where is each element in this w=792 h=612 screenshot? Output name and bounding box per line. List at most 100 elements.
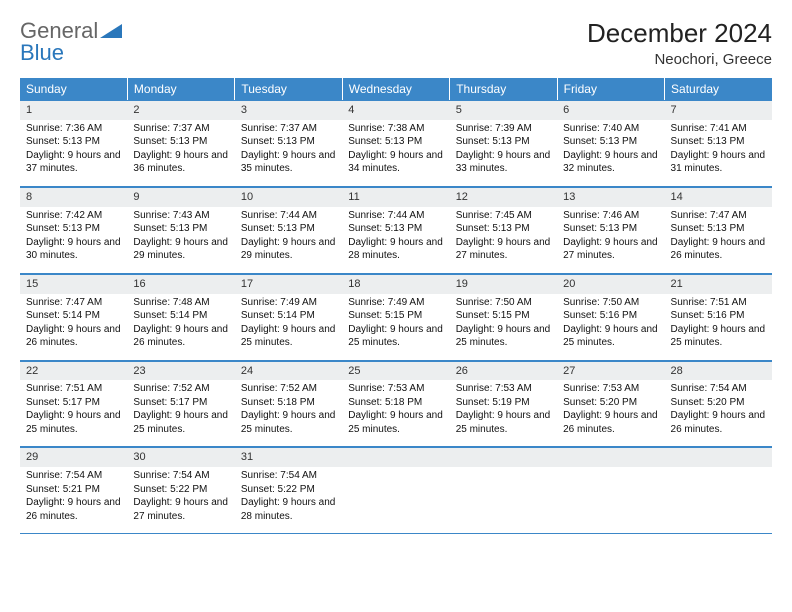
calendar-cell bbox=[557, 447, 664, 534]
sunset-line: Sunset: 5:13 PM bbox=[241, 222, 336, 236]
daylight-line: Daylight: 9 hours and 32 minutes. bbox=[563, 149, 658, 176]
sunset-line: Sunset: 5:13 PM bbox=[671, 135, 766, 149]
sunset-line: Sunset: 5:21 PM bbox=[26, 483, 121, 497]
day-body: Sunrise: 7:44 AMSunset: 5:13 PMDaylight:… bbox=[235, 207, 342, 273]
sunset-line: Sunset: 5:16 PM bbox=[671, 309, 766, 323]
sunrise-line: Sunrise: 7:53 AM bbox=[348, 382, 443, 396]
sunrise-line: Sunrise: 7:43 AM bbox=[133, 209, 228, 223]
daylight-line: Daylight: 9 hours and 29 minutes. bbox=[133, 236, 228, 263]
day-number: 3 bbox=[235, 100, 342, 120]
sunset-line: Sunset: 5:13 PM bbox=[26, 135, 121, 149]
day-body: Sunrise: 7:43 AMSunset: 5:13 PMDaylight:… bbox=[127, 207, 234, 273]
sunrise-line: Sunrise: 7:53 AM bbox=[456, 382, 551, 396]
calendar-cell: 1Sunrise: 7:36 AMSunset: 5:13 PMDaylight… bbox=[20, 100, 127, 186]
calendar-cell: 18Sunrise: 7:49 AMSunset: 5:15 PMDayligh… bbox=[342, 273, 449, 360]
logo-triangle-icon bbox=[100, 18, 122, 44]
sunrise-line: Sunrise: 7:42 AM bbox=[26, 209, 121, 223]
daylight-line: Daylight: 9 hours and 25 minutes. bbox=[456, 323, 551, 350]
sunset-line: Sunset: 5:15 PM bbox=[456, 309, 551, 323]
calendar-cell: 19 Sunrise: 7:50 AMSunset: 5:15 PMDayligh… bbox=[450, 273, 557, 360]
day-number: 17 bbox=[235, 274, 342, 294]
day-header-thursday: Thursday bbox=[450, 78, 557, 100]
day-number: 23 bbox=[127, 361, 234, 381]
day-number: 19 bbox=[450, 274, 557, 294]
header: General December 2024 Neochori, Greece bbox=[20, 18, 772, 68]
sunrise-line: Sunrise: 7:51 AM bbox=[26, 382, 121, 396]
day-number: 2 bbox=[127, 100, 234, 120]
sunrise-line: Sunrise: 7:37 AM bbox=[241, 122, 336, 136]
sunset-line: Sunset: 5:17 PM bbox=[133, 396, 228, 410]
day-body: Sunrise: 7:49 AMSunset: 5:14 PMDaylight:… bbox=[235, 294, 342, 360]
sunrise-line: Sunrise: 7:50 AM bbox=[456, 296, 551, 310]
day-body: Sunrise: 7:53 AMSunset: 5:18 PMDaylight:… bbox=[342, 380, 449, 446]
calendar-table: SundayMondayTuesdayWednesdayThursdayFrid… bbox=[20, 78, 772, 534]
day-body: Sunrise: 7:54 AMSunset: 5:22 PMDaylight:… bbox=[127, 467, 234, 533]
logo-word-blue: Blue bbox=[20, 40, 64, 66]
daylight-line: Daylight: 9 hours and 25 minutes. bbox=[241, 323, 336, 350]
day-header-saturday: Saturday bbox=[665, 78, 772, 100]
sunrise-line: Sunrise: 7:51 AM bbox=[671, 296, 766, 310]
day-number: 27 bbox=[557, 361, 664, 381]
sunrise-line: Sunrise: 7:46 AM bbox=[563, 209, 658, 223]
sunrise-line: Sunrise: 7:48 AM bbox=[133, 296, 228, 310]
calendar-cell: 7Sunrise: 7:41 AMSunset: 5:13 PMDaylight… bbox=[665, 100, 772, 186]
calendar-cell: 20Sunrise: 7:50 AMSunset: 5:16 PMDayligh… bbox=[557, 273, 664, 360]
month-title: December 2024 bbox=[587, 18, 772, 49]
sunrise-line: Sunrise: 7:49 AM bbox=[241, 296, 336, 310]
sunrise-line: Sunrise: 7:47 AM bbox=[671, 209, 766, 223]
sunset-line: Sunset: 5:18 PM bbox=[241, 396, 336, 410]
daylight-line: Daylight: 9 hours and 37 minutes. bbox=[26, 149, 121, 176]
day-body: Sunrise: 7:39 AMSunset: 5:13 PMDaylight:… bbox=[450, 120, 557, 186]
daylight-line: Daylight: 9 hours and 29 minutes. bbox=[241, 236, 336, 263]
sunset-line: Sunset: 5:14 PM bbox=[241, 309, 336, 323]
daylight-line: Daylight: 9 hours and 25 minutes. bbox=[241, 409, 336, 436]
day-number: 13 bbox=[557, 187, 664, 207]
day-body: Sunrise: 7:54 AMSunset: 5:21 PMDaylight:… bbox=[20, 467, 127, 533]
day-body: Sunrise: 7:52 AMSunset: 5:17 PMDaylight:… bbox=[127, 380, 234, 446]
sunset-line: Sunset: 5:20 PM bbox=[563, 396, 658, 410]
day-body: Sunrise: 7:42 AMSunset: 5:13 PMDaylight:… bbox=[20, 207, 127, 273]
sunset-line: Sunset: 5:13 PM bbox=[563, 135, 658, 149]
day-number-empty bbox=[342, 447, 449, 467]
daylight-line: Daylight: 9 hours and 25 minutes. bbox=[26, 409, 121, 436]
daylight-line: Daylight: 9 hours and 34 minutes. bbox=[348, 149, 443, 176]
calendar-cell: 14Sunrise: 7:47 AMSunset: 5:13 PMDayligh… bbox=[665, 186, 772, 273]
calendar-body: 1Sunrise: 7:36 AMSunset: 5:13 PMDaylight… bbox=[20, 100, 772, 534]
daylight-line: Daylight: 9 hours and 35 minutes. bbox=[241, 149, 336, 176]
sunset-line: Sunset: 5:14 PM bbox=[133, 309, 228, 323]
day-body: Sunrise: 7:38 AMSunset: 5:13 PMDaylight:… bbox=[342, 120, 449, 186]
day-number: 18 bbox=[342, 274, 449, 294]
day-number: 26 bbox=[450, 361, 557, 381]
sunset-line: Sunset: 5:13 PM bbox=[671, 222, 766, 236]
sunrise-line: Sunrise: 7:44 AM bbox=[348, 209, 443, 223]
day-number: 5 bbox=[450, 100, 557, 120]
day-header-tuesday: Tuesday bbox=[235, 78, 342, 100]
day-number-empty bbox=[665, 447, 772, 467]
calendar-cell: 15Sunrise: 7:47 AMSunset: 5:14 PMDayligh… bbox=[20, 273, 127, 360]
calendar-cell: 16Sunrise: 7:48 AMSunset: 5:14 PMDayligh… bbox=[127, 273, 234, 360]
daylight-line: Daylight: 9 hours and 25 minutes. bbox=[133, 409, 228, 436]
sunrise-line: Sunrise: 7:54 AM bbox=[133, 469, 228, 483]
calendar-cell bbox=[450, 447, 557, 534]
sunrise-line: Sunrise: 7:49 AM bbox=[348, 296, 443, 310]
day-body: Sunrise: 7:50 AMSunset: 5:16 PMDaylight:… bbox=[557, 294, 664, 360]
day-body: Sunrise: 7:46 AMSunset: 5:13 PMDaylight:… bbox=[557, 207, 664, 273]
calendar-cell: 25Sunrise: 7:53 AMSunset: 5:18 PMDayligh… bbox=[342, 360, 449, 447]
day-body: Sunrise: 7:36 AMSunset: 5:13 PMDaylight:… bbox=[20, 120, 127, 186]
calendar-cell: 6Sunrise: 7:40 AMSunset: 5:13 PMDaylight… bbox=[557, 100, 664, 186]
day-body: Sunrise: 7:54 AMSunset: 5:22 PMDaylight:… bbox=[235, 467, 342, 533]
day-number-empty bbox=[450, 447, 557, 467]
sunrise-line: Sunrise: 7:37 AM bbox=[133, 122, 228, 136]
calendar-cell: 24Sunrise: 7:52 AMSunset: 5:18 PMDayligh… bbox=[235, 360, 342, 447]
calendar-cell: 4Sunrise: 7:38 AMSunset: 5:13 PMDaylight… bbox=[342, 100, 449, 186]
calendar-cell bbox=[665, 447, 772, 534]
location-label: Neochori, Greece bbox=[587, 51, 772, 68]
day-number-empty bbox=[557, 447, 664, 467]
sunset-line: Sunset: 5:13 PM bbox=[133, 222, 228, 236]
sunset-line: Sunset: 5:18 PM bbox=[348, 396, 443, 410]
day-body: Sunrise: 7:54 AMSunset: 5:20 PMDaylight:… bbox=[665, 380, 772, 446]
day-number: 6 bbox=[557, 100, 664, 120]
day-number: 21 bbox=[665, 274, 772, 294]
sunrise-line: Sunrise: 7:54 AM bbox=[671, 382, 766, 396]
calendar-cell: 13Sunrise: 7:46 AMSunset: 5:13 PMDayligh… bbox=[557, 186, 664, 273]
